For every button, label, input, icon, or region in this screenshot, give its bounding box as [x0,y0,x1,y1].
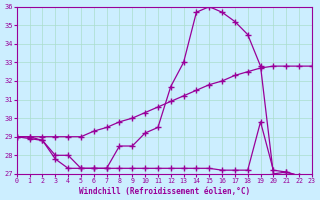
X-axis label: Windchill (Refroidissement éolien,°C): Windchill (Refroidissement éolien,°C) [79,187,250,196]
